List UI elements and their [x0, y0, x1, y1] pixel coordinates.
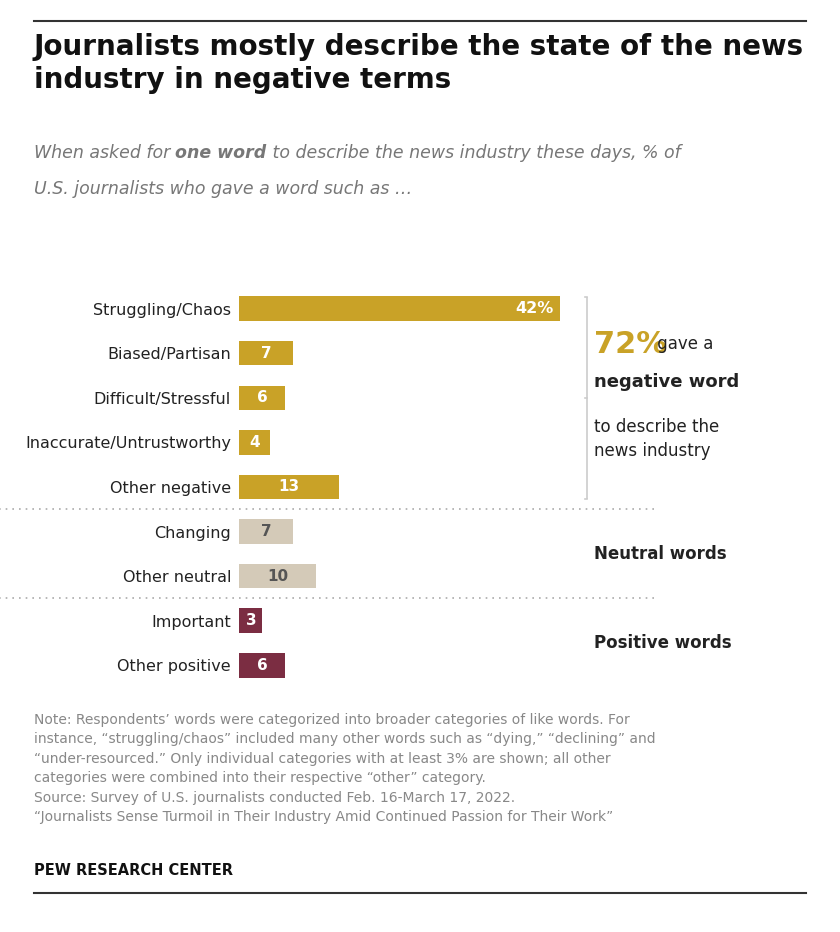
Bar — [239, 474, 339, 500]
Text: to describe the: to describe the — [595, 418, 720, 436]
Text: When asked for: When asked for — [34, 144, 176, 162]
Text: gave a: gave a — [652, 336, 713, 353]
Text: Journalists mostly describe the state of the news
industry in negative terms: Journalists mostly describe the state of… — [34, 33, 804, 94]
Text: Neutral words: Neutral words — [595, 545, 727, 563]
Text: 13: 13 — [279, 479, 300, 495]
Text: to describe the news industry these days, % of: to describe the news industry these days… — [266, 144, 680, 162]
Text: 72%: 72% — [595, 330, 667, 359]
Bar — [239, 609, 262, 633]
Bar — [239, 386, 286, 410]
Text: 4: 4 — [249, 435, 260, 450]
Bar — [239, 653, 286, 678]
Text: Note: Respondents’ words were categorized into broader categories of like words.: Note: Respondents’ words were categorize… — [34, 713, 655, 825]
Text: 7: 7 — [260, 346, 271, 361]
Text: 6: 6 — [257, 391, 268, 405]
Bar — [239, 519, 293, 544]
Text: 42%: 42% — [516, 301, 554, 316]
Text: 3: 3 — [245, 613, 256, 628]
Text: PEW RESEARCH CENTER: PEW RESEARCH CENTER — [34, 863, 233, 878]
Bar — [239, 296, 560, 321]
Bar — [239, 564, 316, 588]
Bar — [239, 341, 293, 365]
Bar — [239, 430, 270, 455]
Text: negative word: negative word — [595, 373, 740, 391]
Text: 6: 6 — [257, 658, 268, 673]
Text: news industry: news industry — [595, 443, 711, 460]
Text: 10: 10 — [267, 569, 288, 583]
Text: one word: one word — [176, 144, 266, 162]
Text: U.S. journalists who gave a word such as …: U.S. journalists who gave a word such as… — [34, 180, 412, 198]
Text: Positive words: Positive words — [595, 634, 732, 652]
Text: 7: 7 — [260, 524, 271, 539]
